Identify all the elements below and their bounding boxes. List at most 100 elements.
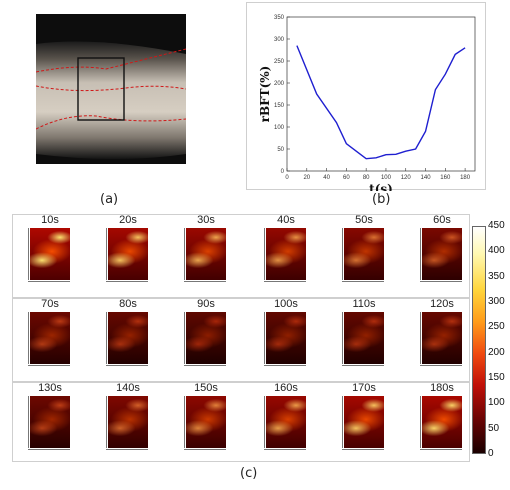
x-tick-label: 40 <box>323 175 330 181</box>
heatmap-time-label: 150s <box>194 382 218 394</box>
heatmap-y-axis <box>28 396 29 448</box>
y-tick-label: 150 <box>274 103 285 109</box>
panel-label-b: (b) <box>372 192 391 207</box>
colorbar-tick-label: 450 <box>488 220 505 231</box>
heatmap-x-axis <box>264 281 306 282</box>
colorbar-tick-label: 200 <box>488 346 505 358</box>
heatmap-time-label: 100s <box>274 298 298 310</box>
heatmap-y-axis <box>264 228 265 280</box>
rbft-chart-frame: 0 50 100 150 200 250 300 350 0 20 40 60 80 100 120 140 1… <box>246 2 486 196</box>
heatmap-x-axis <box>264 449 306 450</box>
heatmap-time-label: 60s <box>433 214 451 226</box>
heatmap-x-axis <box>106 365 148 366</box>
heatmap-tile <box>186 396 226 448</box>
heatmap-tile <box>186 228 226 280</box>
colorbar-tick-label: 50 <box>488 422 500 434</box>
colorbar-tick-label: 250 <box>488 321 505 333</box>
heatmap-y-axis <box>342 396 343 448</box>
y-axis-label: rBFT(%) <box>258 66 272 123</box>
heatmap-y-axis <box>106 312 107 364</box>
heatmap-y-axis <box>106 228 107 280</box>
heatmap-time-label: 50s <box>355 214 373 226</box>
colorbar <box>472 226 486 454</box>
x-tick-label: 80 <box>363 175 370 181</box>
colorbar-tick-label: 100 <box>488 397 505 409</box>
heatmap-x-axis <box>342 365 384 366</box>
colorbar-tick-label: 350 <box>488 270 505 282</box>
heatmap-tile <box>422 228 462 280</box>
heatmap-tile <box>344 396 384 448</box>
x-tick-label: 160 <box>440 175 451 181</box>
y-tick-label: 250 <box>274 59 285 65</box>
arm-photo <box>35 14 187 164</box>
heatmap-x-axis <box>106 281 148 282</box>
heatmap-tile <box>30 228 70 280</box>
heatmap-time-label: 80s <box>119 298 137 310</box>
heatmap-x-axis <box>420 365 462 366</box>
heatmap-tile <box>30 396 70 448</box>
heatmap-tile <box>108 396 148 448</box>
heatmap-tile <box>344 228 384 280</box>
heatmap-y-axis <box>420 312 421 364</box>
panel-label-c: (c) <box>240 466 258 481</box>
heatmap-time-label: 170s <box>352 382 376 394</box>
heatmap-x-axis <box>28 281 70 282</box>
heatmap-tile <box>266 228 306 280</box>
heatmap-y-axis <box>264 312 265 364</box>
heatmap-tile <box>186 312 226 364</box>
heatmap-time-label: 40s <box>277 214 295 226</box>
heatmap-time-label: 30s <box>197 214 215 226</box>
heatmap-x-axis <box>28 449 70 450</box>
heatmap-x-axis <box>264 365 306 366</box>
heatmap-y-axis <box>342 312 343 364</box>
x-tick-label: 0 <box>285 175 289 181</box>
x-tick-label: 180 <box>460 175 471 181</box>
heatmap-time-label: 10s <box>41 214 59 226</box>
heatmap-tile <box>30 312 70 364</box>
heatmap-tile <box>422 312 462 364</box>
heatmap-y-axis <box>342 228 343 280</box>
colorbar-tick-label: 400 <box>488 245 505 257</box>
plot-area <box>286 16 476 172</box>
y-tick-label: 100 <box>274 125 285 131</box>
rbft-series-line <box>296 45 466 160</box>
heatmap-y-axis <box>420 396 421 448</box>
arm-photo-svg <box>35 14 187 164</box>
x-tick-label: 100 <box>381 175 392 181</box>
y-tick-label: 300 <box>274 37 285 43</box>
heatmap-y-axis <box>420 228 421 280</box>
heatmap-x-axis <box>184 449 226 450</box>
rbft-chart: 0 50 100 150 200 250 300 350 0 20 40 60 80 100 120 140 1… <box>258 15 476 196</box>
heatmap-time-label: 120s <box>430 298 454 310</box>
heatmap-y-axis <box>184 396 185 448</box>
heatmap-time-label: 180s <box>430 382 454 394</box>
heatmap-time-label: 110s <box>352 298 376 310</box>
heatmap-x-axis <box>420 281 462 282</box>
heatmap-group: 10s 20s 30s 40s 50s 60s 70s 80s 90s 100s 110s 120s 1… <box>12 210 472 462</box>
x-axis-label: t(s) <box>369 182 393 191</box>
x-tick-label: 140 <box>421 175 432 181</box>
heatmap-time-label: 140s <box>116 382 140 394</box>
heatmap-y-axis <box>28 312 29 364</box>
y-tick-label: 0 <box>281 169 285 175</box>
x-tick-label: 20 <box>303 175 310 181</box>
heatmap-time-label: 130s <box>38 382 62 394</box>
heatmap-x-axis <box>342 281 384 282</box>
heatmap-y-axis <box>184 228 185 280</box>
heatmap-tile <box>344 312 384 364</box>
colorbar-tick-label: 300 <box>488 296 505 307</box>
heatmap-tile <box>108 228 148 280</box>
y-tick-label: 200 <box>274 81 285 87</box>
colorbar-tick-label: 150 <box>488 372 505 383</box>
colorbar-tick-label: 0 <box>488 448 494 459</box>
heatmap-time-label: 20s <box>119 214 137 226</box>
heatmap-tile <box>422 396 462 448</box>
heatmap-x-axis <box>28 365 70 366</box>
heatmap-tile <box>108 312 148 364</box>
heatmap-x-axis <box>184 281 226 282</box>
heatmap-time-label: 160s <box>274 382 298 394</box>
heatmap-y-axis <box>106 396 107 448</box>
heatmap-x-axis <box>420 449 462 450</box>
x-tick-label: 120 <box>401 175 412 181</box>
heatmap-row-2-frame <box>12 298 470 382</box>
